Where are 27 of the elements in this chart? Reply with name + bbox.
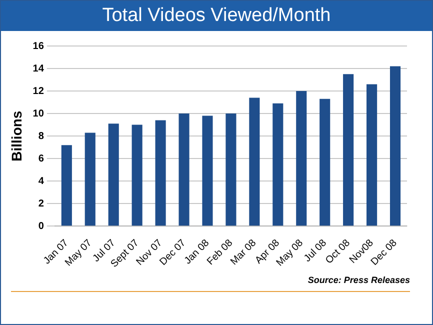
y-axis-title: Billions	[8, 110, 24, 162]
y-tick-label: 0	[38, 220, 44, 232]
y-tick-label: 10	[32, 108, 44, 120]
bar	[272, 103, 284, 226]
y-tick-label: 8	[38, 130, 44, 142]
bar	[320, 98, 330, 226]
y-tick-label: 2	[38, 198, 44, 210]
bar	[343, 74, 354, 226]
bar	[390, 66, 401, 226]
bar	[202, 116, 213, 226]
y-tick-label: 12	[32, 86, 44, 97]
source-note: Source: Press Releases	[308, 275, 410, 285]
bar	[226, 114, 236, 226]
bar	[249, 98, 260, 226]
bar	[296, 91, 307, 226]
y-tick-label: 16	[32, 40, 44, 52]
bar	[178, 114, 190, 226]
y-tick-label: 6	[38, 153, 44, 164]
bar	[132, 124, 142, 226]
y-tick-label: 14	[32, 63, 44, 74]
bar	[108, 124, 119, 226]
bar	[61, 145, 72, 226]
bar	[155, 120, 166, 226]
chart-title: Total Videos Viewed/Month	[1, 1, 432, 31]
y-tick-label: 4	[38, 176, 44, 187]
bar	[84, 132, 96, 226]
bar	[366, 84, 378, 226]
